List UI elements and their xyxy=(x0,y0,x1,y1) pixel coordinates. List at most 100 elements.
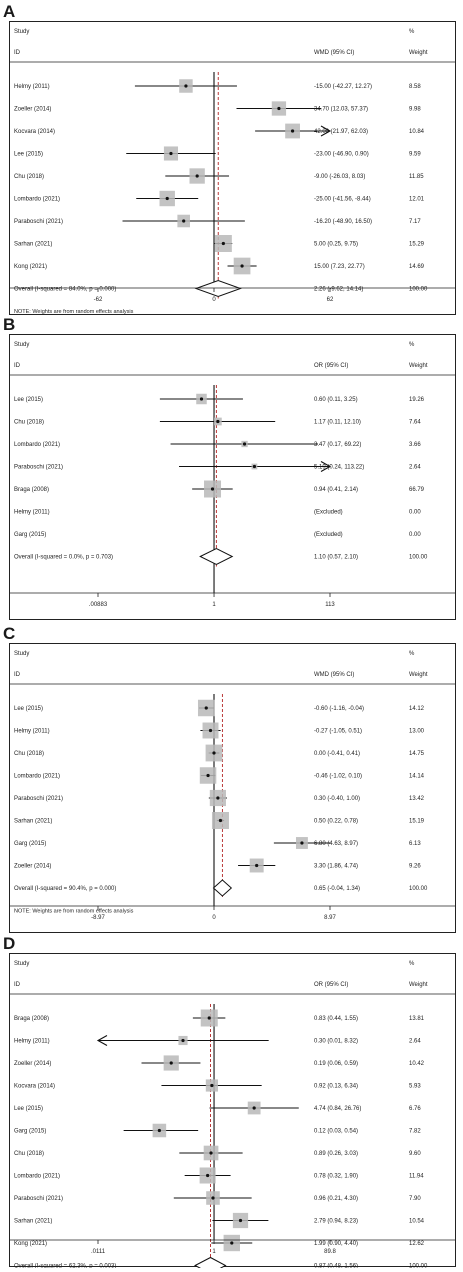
point-estimate xyxy=(184,84,188,88)
study-label: Paraboschi (2021) xyxy=(14,796,63,802)
point-estimate xyxy=(221,241,225,246)
ci-left-arrow xyxy=(96,1035,108,1046)
percent-header: % xyxy=(409,29,415,35)
study-label: Kong (2021) xyxy=(14,1241,47,1247)
point-estimate xyxy=(195,174,199,178)
effect-ci-label: 0.19 (0.06, 0.59) xyxy=(314,1061,358,1067)
point-estimate xyxy=(210,487,215,491)
effect-ci-label: -0.46 (-1.02, 0.10) xyxy=(314,774,362,780)
study-label: Chu (2018) xyxy=(14,174,44,180)
id-header: ID xyxy=(14,50,21,56)
effect-ci-label: 1.99 (0.90, 4.40) xyxy=(314,1241,358,1247)
study-label: Lombardo (2021) xyxy=(14,442,60,448)
id-header: ID xyxy=(14,672,21,678)
study-label: Braga (2008) xyxy=(14,487,49,493)
point-estimate xyxy=(209,1151,213,1155)
effect-header: WMD (95% CI) xyxy=(314,50,354,56)
overall-label: Overall (I-squared = 84.0%, p = 0.000) xyxy=(14,287,116,293)
overall-diamond xyxy=(212,879,233,897)
point-estimate xyxy=(218,818,223,823)
study-label: Helmy (2011) xyxy=(14,84,50,90)
effect-ci-label: 3.47 (0.17, 69.22) xyxy=(314,442,361,448)
weight-label: 7.17 xyxy=(409,219,421,225)
weight-label: 9.98 xyxy=(409,107,421,113)
point-estimate xyxy=(290,129,295,133)
point-estimate xyxy=(199,397,204,401)
effect-ci-label: (Excluded) xyxy=(314,532,343,538)
point-estimate xyxy=(169,1061,173,1065)
effect-ci-label: -23.00 (-46.90, 0.90) xyxy=(314,152,369,158)
x-tick-label: 0 xyxy=(212,915,216,921)
study-header: Study xyxy=(14,29,29,35)
forest-plot-panel-b: Study ID OR (95% CI)% Weight Lee (2015) 0.60 … xyxy=(8,333,457,621)
point-estimate xyxy=(240,264,244,268)
point-estimate xyxy=(277,106,281,111)
x-tick-label: 1 xyxy=(212,1249,216,1255)
weight-label: 15.19 xyxy=(409,819,425,825)
forest-plot-svg-2: Study ID WMD (95% CI)% Weight Lee (2015) -0.6… xyxy=(9,643,456,933)
point-estimate xyxy=(208,728,213,733)
point-estimate xyxy=(216,419,220,424)
effect-ci-label: 42.00 (21.97, 62.03) xyxy=(314,129,368,135)
weight-label: 14.12 xyxy=(409,706,425,712)
study-label: Braga (2008) xyxy=(14,1016,49,1022)
study-label: Paraboschi (2021) xyxy=(14,465,63,471)
weight-label: 66.79 xyxy=(409,487,425,493)
forest-plot-panel-a: Study ID WMD (95% CI)% Weight Helmy (2011) -1… xyxy=(8,20,457,316)
study-label: Zoeller (2014) xyxy=(14,1061,51,1067)
overall-ci-label: 2.26 (-9.62, 14.14) xyxy=(314,287,363,293)
overall-diamond xyxy=(194,279,242,298)
weight-label: 9.60 xyxy=(409,1151,421,1157)
forest-plot-svg-0: Study ID WMD (95% CI)% Weight Helmy (2011) -1… xyxy=(9,21,456,315)
effect-ci-label: 2.79 (0.94, 8.23) xyxy=(314,1219,358,1225)
overall-label: Overall (I-squared = 90.4%, p = 0.000) xyxy=(14,886,116,892)
weight-label: 0.00 xyxy=(409,510,421,516)
study-label: Zoeller (2014) xyxy=(14,864,51,870)
forest-plot-panel-d: Study ID OR (95% CI)% Weight Braga (2008) 0.8… xyxy=(8,952,457,1268)
overall-label: Overall (I-squared = 0.0%, p = 0.703) xyxy=(14,555,113,561)
study-label: Chu (2018) xyxy=(14,1151,44,1157)
effect-ci-label: -16.20 (-48.90, 16.50) xyxy=(314,219,372,225)
effect-ci-label: -0.60 (-1.16, -0.04) xyxy=(314,706,364,712)
weight-label: 10.54 xyxy=(409,1219,425,1225)
forest-plot-svg-1: Study ID OR (95% CI)% Weight Lee (2015) 0.60 … xyxy=(9,334,456,620)
study-label: Kocvara (2014) xyxy=(14,129,55,135)
point-estimate xyxy=(169,151,173,156)
point-estimate xyxy=(242,442,247,446)
weight-label: 2.64 xyxy=(409,465,421,471)
weight-label: 0.00 xyxy=(409,532,421,538)
point-estimate xyxy=(210,1083,214,1088)
overall-weight-label: 100.00 xyxy=(409,886,428,892)
effect-ci-label: (Excluded) xyxy=(314,510,343,516)
point-estimate xyxy=(182,219,186,223)
study-label: Sarhan (2021) xyxy=(14,242,52,248)
weight-label: 2.64 xyxy=(409,1039,421,1045)
effect-ci-label: 0.12 (0.03, 0.54) xyxy=(314,1129,358,1135)
weight-label: 7.90 xyxy=(409,1196,421,1202)
study-label: Paraboschi (2021) xyxy=(14,219,63,225)
weight-header: Weight xyxy=(409,982,428,988)
weights-note: NOTE: Weights are from random effects an… xyxy=(14,309,134,315)
weight-label: 7.64 xyxy=(409,420,421,426)
overall-ci-label: 1.10 (0.57, 2.10) xyxy=(314,555,358,561)
x-tick-label: 62 xyxy=(327,297,334,303)
x-tick-label: 89.8 xyxy=(324,1249,336,1255)
panel-letter-b: B xyxy=(3,315,16,334)
percent-header: % xyxy=(409,651,415,657)
panel-letter-a: A xyxy=(3,2,16,21)
effect-ci-label: 0.00 (-0.41, 0.41) xyxy=(314,751,360,757)
panel-letter-c: C xyxy=(3,624,16,643)
weight-label: 13.00 xyxy=(409,729,425,735)
point-estimate xyxy=(206,773,210,778)
panel-frame xyxy=(9,953,456,1267)
study-label: Lombardo (2021) xyxy=(14,197,60,203)
effect-ci-label: 0.83 (0.44, 1.55) xyxy=(314,1016,358,1022)
x-tick-label: .0111 xyxy=(91,1249,106,1255)
study-header: Study xyxy=(14,961,29,967)
effect-ci-label: 0.30 (0.01, 8.32) xyxy=(314,1039,358,1045)
effect-ci-label: 1.17 (0.11, 12.10) xyxy=(314,420,361,426)
x-tick-label: .00883 xyxy=(89,602,108,608)
forest-plot-svg-3: Study ID OR (95% CI)% Weight Braga (2008) 0.8… xyxy=(9,953,456,1268)
weight-label: 6.76 xyxy=(409,1106,421,1112)
study-label: Chu (2018) xyxy=(14,751,44,757)
